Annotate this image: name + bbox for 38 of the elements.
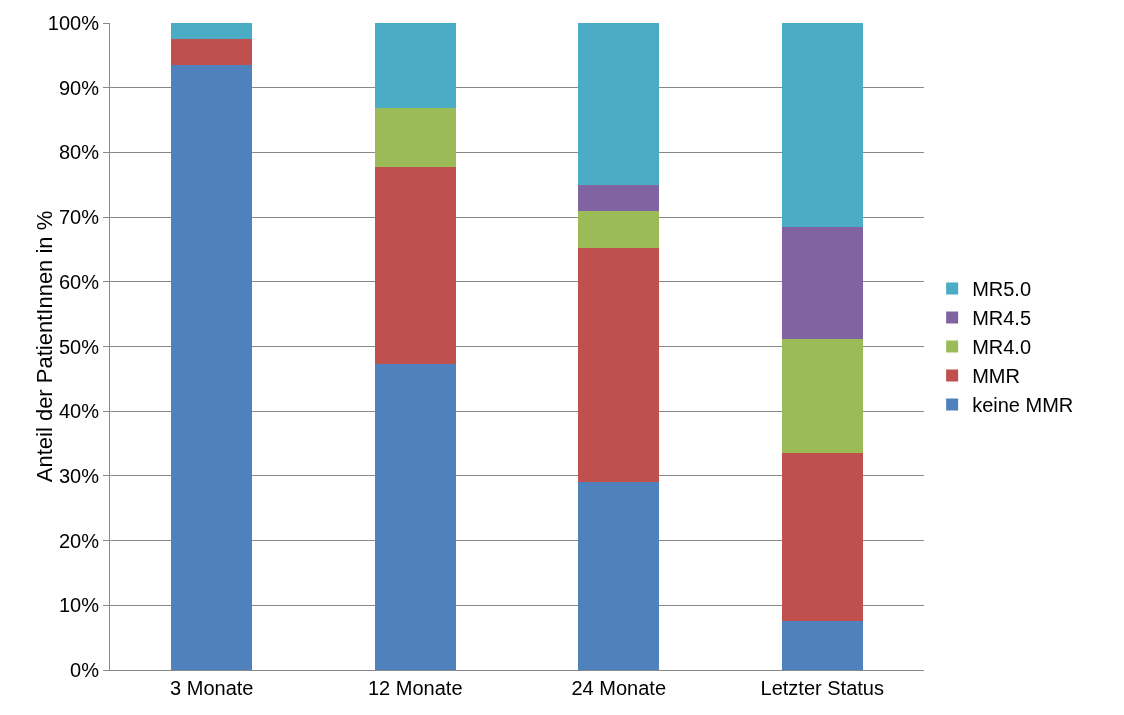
bar: [171, 23, 253, 40]
bar: [374, 23, 456, 108]
bar: [578, 211, 660, 248]
y-tick-label: 40%: [58, 400, 100, 423]
y-tick-label: 90%: [58, 76, 100, 99]
legend-label: MR4.5: [972, 307, 1032, 330]
bar: [578, 23, 660, 186]
y-tick-label: 50%: [58, 335, 100, 358]
legend-label: MMR: [972, 365, 1020, 388]
x-tick-label: Letzter Status: [760, 677, 884, 699]
legend-label: keine MMR: [972, 394, 1074, 417]
legend-label: MR5.0: [972, 278, 1032, 301]
x-tick-label: 3 Monate: [170, 677, 254, 699]
bar: [374, 167, 456, 364]
bar: [781, 23, 863, 228]
bar: [781, 338, 863, 453]
y-tick-label: 10%: [58, 594, 100, 617]
bar: [578, 185, 660, 212]
bar: [781, 227, 863, 339]
bar: [781, 620, 863, 670]
y-tick-label: 0%: [70, 659, 100, 681]
bar: [171, 65, 253, 670]
y-tick-label: 70%: [58, 206, 100, 229]
bar: [171, 39, 253, 66]
bar: [578, 481, 660, 670]
bar: [781, 452, 863, 621]
y-tick-label: 80%: [58, 141, 100, 164]
x-tick-label: 12 Monate: [367, 677, 463, 699]
y-tick-label: 20%: [58, 529, 100, 552]
bar: [374, 363, 456, 670]
bar: [374, 107, 456, 168]
x-tick-label: 24 Monate: [571, 677, 667, 699]
legend-label: MR4.0: [972, 336, 1032, 359]
y-axis-title: Anteil der PatientInnen in %: [31, 210, 57, 483]
y-tick-label: 30%: [58, 464, 100, 487]
bar: [578, 247, 660, 482]
y-tick-label: 60%: [58, 270, 100, 293]
y-tick-label: 100%: [47, 12, 100, 34]
